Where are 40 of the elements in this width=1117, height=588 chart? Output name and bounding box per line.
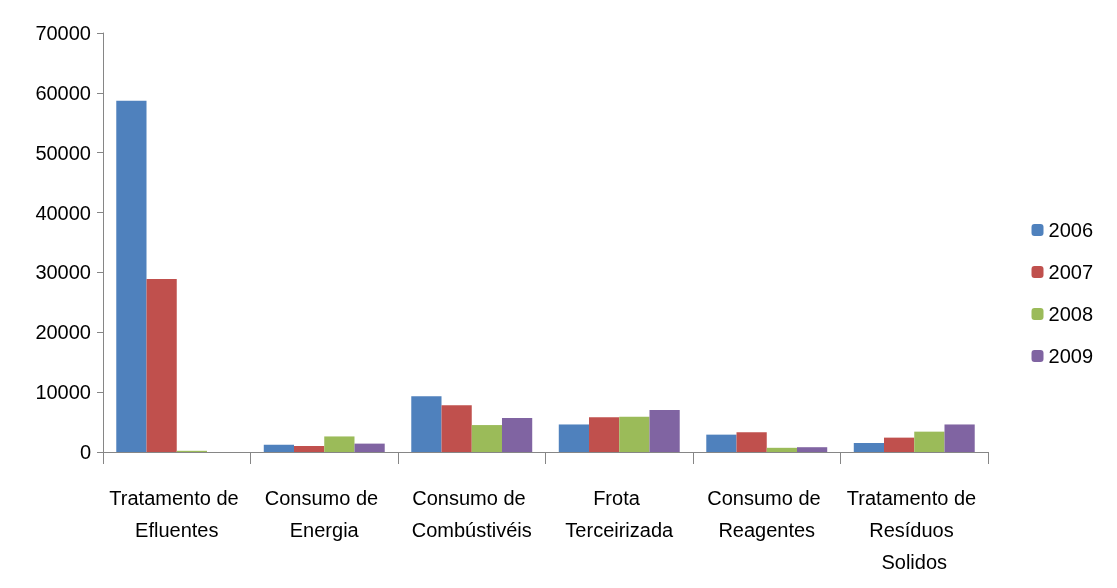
bar (294, 446, 325, 452)
bar (146, 279, 177, 452)
bar (796, 447, 828, 452)
y-tick-label: 0 (79, 441, 91, 463)
bar (914, 431, 945, 452)
y-tick-label: 30000 (35, 261, 91, 284)
bar (471, 425, 502, 452)
bar (501, 417, 533, 452)
legend-label: 2008 (1048, 303, 1094, 325)
bar (853, 443, 885, 452)
bar (116, 100, 147, 452)
bar (944, 424, 975, 452)
x-tick-label: Consumo de Energia (264, 487, 384, 541)
bar (354, 443, 385, 452)
bar (441, 405, 472, 452)
y-tick-label: 70000 (35, 22, 91, 44)
bar (589, 417, 620, 452)
bar (884, 437, 915, 452)
legend-label: 2006 (1048, 219, 1094, 241)
x-tick-label: Consumo de Combústivéis (411, 487, 532, 541)
bar (558, 424, 590, 452)
bar (324, 436, 355, 452)
y-tick-label: 20000 (35, 321, 91, 344)
x-tick-label: Tratamento de Resíduos Solidos (846, 487, 982, 573)
bar (619, 416, 650, 452)
x-tick-label: Consumo de Reagentes (707, 487, 827, 541)
y-tick-label: 50000 (35, 141, 91, 164)
bar (736, 432, 767, 452)
bar (766, 447, 797, 452)
y-tick-label: 40000 (35, 201, 91, 224)
y-tick-label: 60000 (35, 81, 91, 104)
y-tick-label: 10000 (35, 381, 91, 404)
legend-label: 2007 (1048, 261, 1094, 283)
bar (706, 434, 737, 452)
legend-label: 2009 (1048, 345, 1094, 367)
bar (263, 444, 295, 452)
x-tick-label: Tratamento de Efluentes (109, 487, 245, 541)
bar (411, 396, 442, 452)
x-tick-label: Frota Terceirizada (565, 487, 675, 541)
bar (649, 410, 680, 452)
